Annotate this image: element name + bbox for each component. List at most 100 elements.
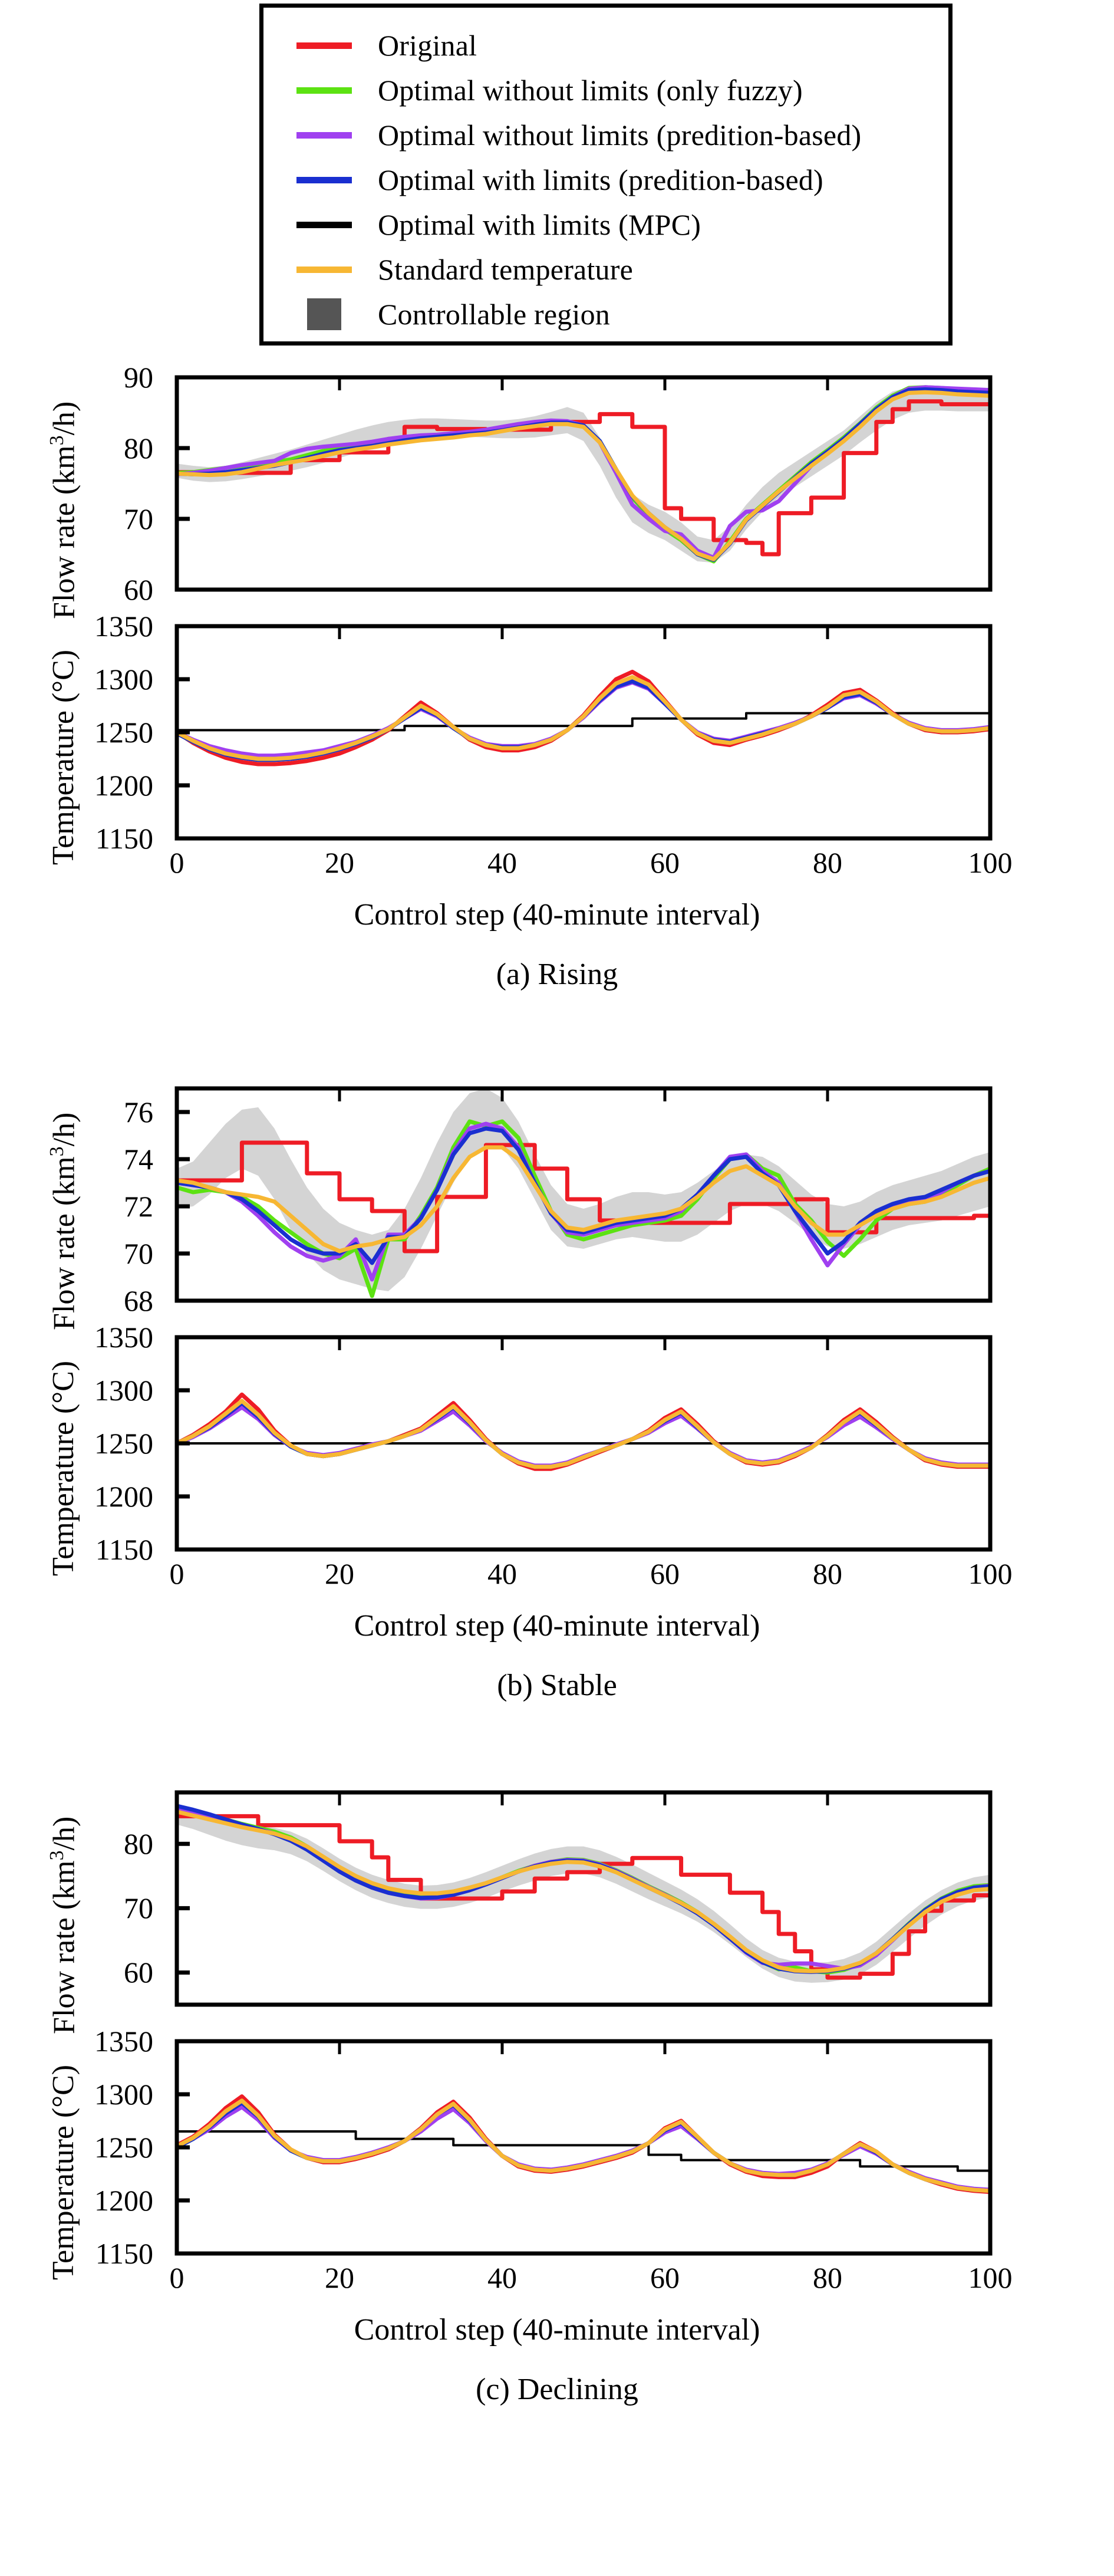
flow-y-tick-label: 60: [124, 573, 153, 606]
legend-item-label: Standard temperature: [378, 253, 633, 286]
temp-y-tick-label: 1150: [95, 822, 153, 855]
panel-caption-c: (c) Declining: [476, 2373, 638, 2406]
series-line-standard: [177, 1399, 990, 1469]
flow-axis-title: Flow rate (km3/h): [46, 1112, 81, 1330]
temp-y-tick-label: 1200: [94, 769, 153, 802]
legend-items: Original Optimal without limits (only fuz…: [263, 8, 948, 337]
legend-item-label: Optimal with limits (predition-based): [378, 163, 823, 196]
series-line-standard: [177, 2098, 990, 2193]
legend-item: Controllable region: [285, 292, 948, 337]
legend-line-swatch: [296, 221, 352, 228]
plot-area: [177, 2094, 990, 2195]
x-tick-label: 100: [968, 2261, 1013, 2294]
temp-y-tick-label: 1300: [94, 2078, 153, 2111]
flow-y-tick-label: 76: [124, 1095, 153, 1129]
x-tick-label: 40: [487, 1557, 517, 1590]
x-tick-label: 20: [325, 1557, 354, 1590]
x-tick-label: 100: [968, 1557, 1013, 1590]
temperature-subplot-b: 1150 1200 1250 1300 1350 Temperature (°C) 0 20 4…: [0, 1321, 1114, 1590]
flow-y-tick-label: 70: [124, 1891, 153, 1925]
flow-y-tick-label: 80: [124, 432, 153, 465]
temp-y-tick-label: 1200: [94, 1480, 153, 1513]
axes-frame: [174, 624, 993, 841]
legend-item: Optimal with limits (MPC): [285, 202, 948, 247]
legend-item-label: Original: [378, 29, 477, 62]
controllable-region-band: [177, 387, 990, 563]
temp-y-tick-label: 1350: [94, 1321, 153, 1354]
x-tick-label: 0: [169, 846, 184, 879]
x-tick-label: 80: [813, 1557, 842, 1590]
legend-line-swatch: [296, 42, 352, 49]
axes-frame: [174, 1790, 993, 2007]
temp-y-tick-label: 1250: [94, 716, 153, 749]
x-axis-title: Control step (40-minute interval): [354, 898, 760, 932]
legend-patch-swatch: [307, 298, 341, 330]
flow-y-tick-label: 70: [124, 502, 153, 535]
series-line-mpc: [177, 2130, 990, 2172]
series-line-pred_nolimit: [177, 1805, 990, 1971]
x-axis-title: Control step (40-minute interval): [354, 1609, 760, 1643]
series-line-standard: [177, 675, 990, 761]
flow-y-tick-label: 68: [124, 1284, 153, 1317]
legend-item-label: Optimal without limits (predition-based): [378, 119, 862, 152]
x-tick-label: 40: [487, 2261, 517, 2294]
panel-rising: 60 70 80 90 Flow rate (km3/h) 1150 1200 1250 130…: [0, 361, 1114, 992]
temp-y-tick-label: 1300: [94, 663, 153, 696]
series-line-mpc: [177, 712, 990, 732]
legend-item: Optimal without limits (only fuzzy): [285, 68, 948, 113]
x-tick-label: 80: [813, 846, 842, 879]
legend-item: Standard temperature: [285, 247, 948, 292]
flow-y-tick-label: 80: [124, 1827, 153, 1861]
temperature-axis-title: Temperature (°C): [47, 2064, 80, 2280]
flow-axis-title: Flow rate (km3/h): [46, 1816, 81, 2034]
plot-b-flow: [174, 1086, 993, 1303]
x-tick-label: 100: [968, 846, 1013, 879]
plot-a-temp: [174, 624, 993, 841]
x-tick-label: 0: [169, 1557, 184, 1590]
series-line-standard: [177, 390, 990, 561]
panel-stable: 68 70 72 74 76 Flow rate (km3/h) 1150 1200 1250 1…: [0, 1077, 1114, 1703]
temp-y-tick-label: 1250: [94, 2131, 153, 2164]
flow-y-tick-label: 60: [124, 1956, 153, 1989]
temp-y-tick-label: 1350: [94, 2025, 153, 2058]
panel-declining: 60 70 80 Flow rate (km3/h) 1150 1200 1250 1300 1…: [0, 1781, 1114, 2407]
legend-box: Original Optimal without limits (only fuz…: [259, 4, 952, 346]
series-line-standard: [177, 1145, 990, 1254]
legend-item: Optimal without limits (predition-based): [285, 113, 948, 157]
series-line-original: [177, 399, 990, 557]
temperature-subplot-c: 1150 1200 1250 1300 1350 Temperature (°C) 0 20 4…: [0, 2025, 1114, 2294]
series-line-fuzzy: [177, 1119, 990, 1298]
legend-line-swatch: [296, 266, 352, 273]
plot-area: [177, 1088, 990, 1298]
series-line-standard: [177, 1810, 990, 1973]
legend-item-label: Optimal with limits (MPC): [378, 208, 701, 241]
plot-c-flow: [174, 1790, 993, 2007]
x-tick-label: 80: [813, 2261, 842, 2294]
legend-item-label: Controllable region: [378, 298, 610, 331]
x-tick-label: 60: [650, 846, 680, 879]
controllable-region-band: [177, 1088, 990, 1291]
plot-area: [177, 1392, 990, 1471]
x-tick-label: 60: [650, 1557, 680, 1590]
x-tick-label: 20: [325, 846, 354, 879]
flow-subplot-b: 68 70 72 74 76 Flow rate (km3/h): [0, 1077, 1114, 1330]
legend-line-swatch: [296, 176, 352, 183]
legend-line-swatch: [296, 131, 352, 139]
axes-frame: [174, 375, 993, 592]
flow-y-tick-label: 70: [124, 1237, 153, 1270]
plot-c-temp: [174, 2039, 993, 2256]
plot-b-temp: [174, 1335, 993, 1552]
plot-area: [177, 1804, 990, 1983]
temp-y-tick-label: 1150: [95, 1533, 153, 1566]
flow-y-tick-label: 72: [124, 1190, 153, 1223]
x-tick-label: 60: [650, 2261, 680, 2294]
plot-area: [177, 669, 990, 766]
flow-y-tick-label: 90: [124, 361, 153, 394]
panel-caption-b: (b) Stable: [497, 1669, 617, 1702]
temp-y-tick-label: 1200: [94, 2184, 153, 2217]
flow-y-tick-label: 74: [124, 1143, 153, 1176]
plot-area: [177, 385, 990, 564]
temp-y-tick-label: 1150: [95, 2237, 153, 2270]
legend-item-label: Optimal without limits (only fuzzy): [378, 74, 803, 107]
